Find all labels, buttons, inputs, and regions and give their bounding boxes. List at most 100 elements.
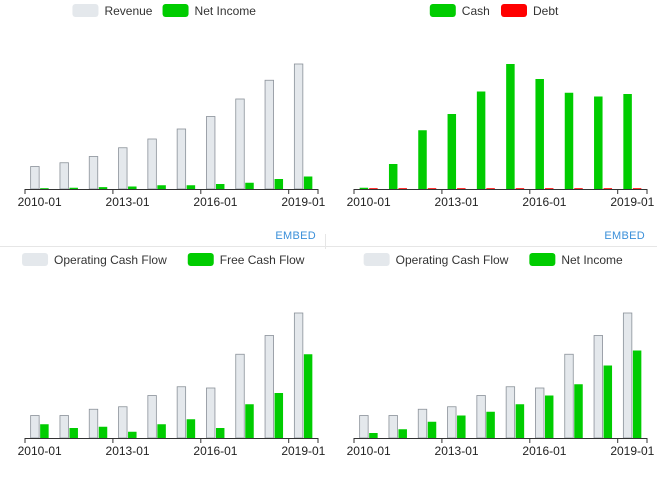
bar-operating-cash-flow-2016-01[interactable]: [206, 387, 216, 439]
bar-net-income-2017-01[interactable]: [245, 182, 254, 189]
bar-operating-cash-flow-2014-01[interactable]: [476, 395, 486, 439]
bar-net-income-2011-01[interactable]: [398, 429, 407, 438]
bar-cash-2018-01[interactable]: [594, 96, 603, 190]
bars: [30, 63, 313, 190]
bar-free-cash-flow-2011-01[interactable]: [69, 428, 78, 438]
embed-link[interactable]: EMBED: [275, 230, 316, 242]
bar-debt-2019-01[interactable]: [632, 188, 642, 189]
bar-cash-2016-01[interactable]: [535, 79, 544, 189]
bar-net-income-2013-01[interactable]: [128, 186, 137, 190]
bar-operating-cash-flow-2015-01[interactable]: [505, 386, 516, 439]
bar-free-cash-flow-2018-01[interactable]: [274, 393, 284, 438]
bar-operating-cash-flow-2019-01[interactable]: [622, 312, 633, 439]
bar-revenue-2013-01[interactable]: [118, 147, 128, 190]
bar-revenue-2017-01[interactable]: [235, 98, 245, 190]
bar-cash-2019-01[interactable]: [623, 94, 632, 189]
bar-net-income-2015-01[interactable]: [515, 404, 525, 438]
bar-cash-2010-01[interactable]: [359, 187, 369, 189]
bar-debt-2015-01[interactable]: [515, 188, 525, 189]
bar-revenue-2015-01[interactable]: [176, 128, 187, 190]
bar-net-income-2018-01[interactable]: [603, 365, 613, 439]
bar-free-cash-flow-2013-01[interactable]: [128, 431, 137, 438]
bar-net-income-2016-01[interactable]: [215, 184, 225, 189]
bar-revenue-2018-01[interactable]: [264, 79, 274, 190]
bar-debt-2016-01[interactable]: [544, 188, 554, 189]
legend-label-cash[interactable]: Cash: [462, 4, 490, 18]
bar-cash-2011-01[interactable]: [388, 164, 398, 189]
legend-swatch-revenue[interactable]: [72, 4, 99, 17]
bar-operating-cash-flow-2011-01[interactable]: [388, 415, 398, 439]
legend-label-net-income[interactable]: Net Income: [195, 4, 257, 18]
bar-free-cash-flow-2012-01[interactable]: [98, 426, 108, 438]
bar-revenue-2019-01[interactable]: [293, 63, 304, 190]
bar-revenue-2014-01[interactable]: [147, 138, 157, 190]
bar-operating-cash-flow-2013-01[interactable]: [118, 406, 128, 439]
bar-net-income-2019-01[interactable]: [303, 176, 313, 190]
bar-free-cash-flow-2016-01[interactable]: [215, 428, 225, 438]
bar-net-income-2013-01[interactable]: [457, 415, 466, 439]
bar-net-income-2018-01[interactable]: [274, 179, 284, 189]
bar-debt-2018-01[interactable]: [603, 188, 613, 189]
bar-operating-cash-flow-2017-01[interactable]: [235, 353, 245, 439]
x-tick-label-2010-01: 2010-01: [18, 195, 62, 209]
bar-revenue-2011-01[interactable]: [59, 162, 69, 190]
legend-label-operating-cash-flow[interactable]: Operating Cash Flow: [396, 253, 509, 267]
bar-net-income-2012-01[interactable]: [98, 187, 108, 189]
legend-label-free-cash-flow[interactable]: Free Cash Flow: [220, 253, 305, 267]
bar-net-income-2016-01[interactable]: [544, 395, 554, 439]
bar-net-income-2010-01[interactable]: [40, 188, 49, 189]
bar-debt-2011-01[interactable]: [398, 188, 407, 189]
bar-operating-cash-flow-2012-01[interactable]: [88, 408, 99, 439]
bar-operating-cash-flow-2011-01[interactable]: [59, 415, 69, 439]
bar-net-income-2012-01[interactable]: [427, 421, 437, 438]
legend-swatch-operating-cash-flow[interactable]: [363, 253, 390, 266]
bar-revenue-2010-01[interactable]: [30, 166, 40, 190]
bar-cash-2012-01[interactable]: [418, 130, 427, 189]
bar-free-cash-flow-2015-01[interactable]: [186, 419, 196, 438]
bar-net-income-2014-01[interactable]: [157, 185, 166, 189]
legend-label-operating-cash-flow[interactable]: Operating Cash Flow: [54, 253, 167, 267]
bar-free-cash-flow-2019-01[interactable]: [303, 354, 313, 438]
bar-operating-cash-flow-2019-01[interactable]: [293, 312, 304, 439]
legend-label-debt[interactable]: Debt: [533, 4, 559, 18]
bar-debt-2017-01[interactable]: [574, 188, 583, 189]
bar-revenue-2016-01[interactable]: [206, 116, 216, 190]
bar-revenue-2012-01[interactable]: [88, 156, 99, 190]
legend-swatch-net-income[interactable]: [529, 253, 556, 266]
bar-operating-cash-flow-2014-01[interactable]: [147, 395, 157, 439]
legend-swatch-free-cash-flow[interactable]: [187, 253, 214, 266]
bar-cash-2013-01[interactable]: [447, 114, 457, 189]
legend-label-revenue[interactable]: Revenue: [104, 4, 152, 18]
embed-link[interactable]: EMBED: [604, 230, 645, 242]
bar-net-income-2010-01[interactable]: [369, 433, 378, 438]
bar-operating-cash-flow-2012-01[interactable]: [417, 408, 428, 439]
legend-swatch-net-income[interactable]: [162, 4, 189, 17]
bar-debt-2013-01[interactable]: [457, 188, 466, 189]
bar-operating-cash-flow-2010-01[interactable]: [359, 415, 369, 439]
legend-label-net-income[interactable]: Net Income: [561, 253, 623, 267]
bar-cash-2014-01[interactable]: [476, 91, 486, 190]
bar-free-cash-flow-2010-01[interactable]: [40, 424, 49, 438]
bar-free-cash-flow-2017-01[interactable]: [245, 404, 254, 438]
bar-cash-2015-01[interactable]: [506, 64, 515, 189]
legend-swatch-operating-cash-flow[interactable]: [22, 253, 49, 266]
bar-net-income-2011-01[interactable]: [69, 187, 78, 189]
bar-free-cash-flow-2014-01[interactable]: [157, 424, 166, 438]
legend-swatch-cash[interactable]: [429, 4, 456, 17]
bar-debt-2010-01[interactable]: [369, 188, 378, 189]
bar-operating-cash-flow-2017-01[interactable]: [564, 353, 574, 439]
bar-operating-cash-flow-2016-01[interactable]: [535, 387, 545, 439]
bar-net-income-2015-01[interactable]: [186, 185, 196, 189]
bar-operating-cash-flow-2010-01[interactable]: [30, 415, 40, 439]
bar-net-income-2017-01[interactable]: [574, 384, 583, 438]
bar-cash-2017-01[interactable]: [564, 92, 574, 189]
bar-operating-cash-flow-2018-01[interactable]: [593, 335, 603, 439]
bar-operating-cash-flow-2015-01[interactable]: [176, 386, 187, 439]
bar-debt-2012-01[interactable]: [427, 188, 437, 189]
bar-operating-cash-flow-2013-01[interactable]: [447, 406, 457, 439]
legend-swatch-debt[interactable]: [501, 4, 527, 17]
bar-net-income-2014-01[interactable]: [486, 411, 495, 438]
bar-debt-2014-01[interactable]: [486, 188, 495, 189]
bar-operating-cash-flow-2018-01[interactable]: [264, 335, 274, 439]
bar-net-income-2019-01[interactable]: [632, 350, 642, 439]
